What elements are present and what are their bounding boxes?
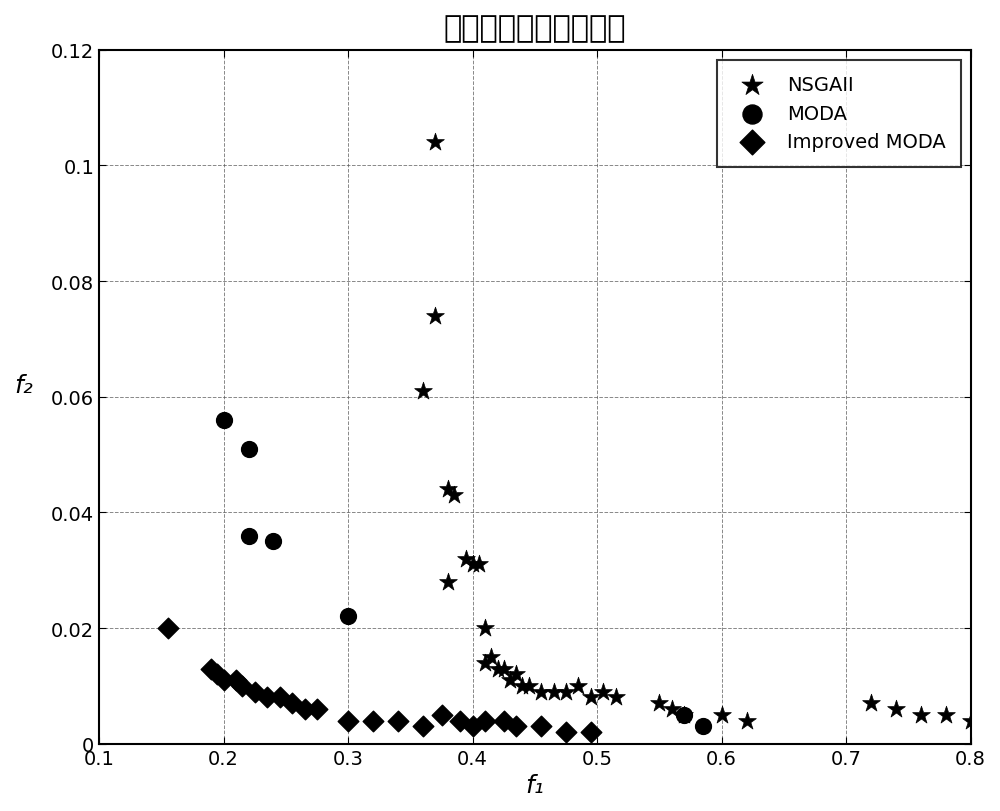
Improved MODA bbox=[284, 697, 300, 710]
X-axis label: f₁: f₁ bbox=[526, 773, 544, 797]
MODA bbox=[216, 414, 232, 427]
MODA bbox=[241, 443, 257, 456]
NSGAII bbox=[888, 702, 904, 715]
Legend: NSGAII, MODA, Improved MODA: NSGAII, MODA, Improved MODA bbox=[717, 61, 961, 168]
Improved MODA bbox=[365, 714, 381, 727]
NSGAII bbox=[863, 697, 879, 710]
NSGAII bbox=[477, 656, 493, 669]
NSGAII bbox=[558, 685, 574, 698]
Improved MODA bbox=[477, 714, 493, 727]
NSGAII bbox=[938, 709, 954, 722]
Improved MODA bbox=[247, 685, 263, 698]
NSGAII bbox=[440, 576, 456, 589]
NSGAII bbox=[427, 310, 443, 323]
Improved MODA bbox=[415, 720, 431, 733]
MODA bbox=[265, 535, 281, 548]
NSGAII bbox=[676, 709, 692, 722]
NSGAII bbox=[546, 685, 562, 698]
NSGAII bbox=[458, 552, 474, 565]
NSGAII bbox=[440, 483, 456, 496]
MODA bbox=[241, 530, 257, 543]
NSGAII bbox=[415, 385, 431, 398]
Y-axis label: f₂: f₂ bbox=[14, 373, 33, 397]
NSGAII bbox=[664, 702, 680, 715]
NSGAII bbox=[714, 709, 730, 722]
NSGAII bbox=[651, 697, 667, 710]
NSGAII bbox=[521, 680, 537, 693]
NSGAII bbox=[446, 489, 462, 502]
NSGAII bbox=[963, 714, 979, 727]
Improved MODA bbox=[297, 702, 313, 715]
Improved MODA bbox=[508, 720, 524, 733]
NSGAII bbox=[595, 685, 611, 698]
Improved MODA bbox=[465, 720, 481, 733]
Improved MODA bbox=[496, 714, 512, 727]
Improved MODA bbox=[272, 691, 288, 704]
NSGAII bbox=[739, 714, 755, 727]
MODA bbox=[340, 610, 356, 623]
NSGAII bbox=[496, 663, 512, 676]
Improved MODA bbox=[209, 668, 225, 681]
Improved MODA bbox=[259, 691, 275, 704]
NSGAII bbox=[570, 680, 586, 693]
NSGAII bbox=[608, 691, 624, 704]
Improved MODA bbox=[228, 674, 244, 687]
NSGAII bbox=[533, 685, 549, 698]
NSGAII bbox=[502, 674, 518, 687]
Improved MODA bbox=[434, 709, 450, 722]
Improved MODA bbox=[390, 714, 406, 727]
Improved MODA bbox=[203, 663, 219, 676]
NSGAII bbox=[508, 668, 524, 681]
NSGAII bbox=[477, 622, 493, 635]
MODA bbox=[676, 709, 692, 722]
NSGAII bbox=[427, 136, 443, 149]
NSGAII bbox=[483, 650, 499, 663]
Improved MODA bbox=[340, 714, 356, 727]
NSGAII bbox=[583, 691, 599, 704]
Improved MODA bbox=[583, 726, 599, 739]
Improved MODA bbox=[309, 702, 325, 715]
Improved MODA bbox=[533, 720, 549, 733]
Improved MODA bbox=[452, 714, 468, 727]
Improved MODA bbox=[558, 726, 574, 739]
Improved MODA bbox=[160, 622, 176, 635]
Title: 连退过程鲁棒优化前沿: 连退过程鲁棒优化前沿 bbox=[444, 14, 626, 43]
Improved MODA bbox=[216, 674, 232, 687]
NSGAII bbox=[514, 680, 530, 693]
MODA bbox=[695, 720, 711, 733]
NSGAII bbox=[913, 709, 929, 722]
NSGAII bbox=[465, 558, 481, 571]
NSGAII bbox=[471, 558, 487, 571]
NSGAII bbox=[490, 663, 506, 676]
Improved MODA bbox=[234, 680, 250, 693]
